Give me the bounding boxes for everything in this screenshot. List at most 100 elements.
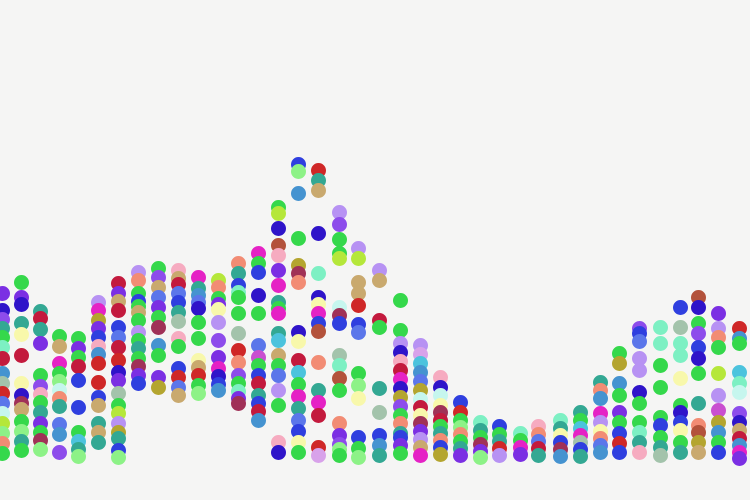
dot bbox=[110, 372, 126, 388]
dot bbox=[331, 357, 347, 373]
dot bbox=[392, 322, 408, 338]
dot bbox=[331, 382, 347, 398]
dot bbox=[170, 313, 186, 329]
dot bbox=[731, 335, 747, 351]
dot bbox=[0, 395, 10, 411]
dot bbox=[0, 329, 10, 345]
dot bbox=[350, 297, 366, 313]
dot bbox=[130, 375, 146, 391]
dot bbox=[371, 272, 387, 288]
dot bbox=[290, 333, 306, 349]
dot bbox=[350, 285, 366, 301]
dot bbox=[13, 401, 29, 417]
dot bbox=[672, 347, 688, 363]
dot bbox=[90, 434, 106, 450]
dot bbox=[230, 289, 246, 305]
dot bbox=[210, 382, 226, 398]
dot bbox=[13, 375, 29, 391]
dot bbox=[110, 339, 126, 355]
dot bbox=[32, 335, 48, 351]
dot bbox=[690, 325, 706, 341]
dot bbox=[310, 265, 326, 281]
dot bbox=[310, 447, 326, 463]
dot bbox=[652, 357, 668, 373]
dot bbox=[611, 375, 627, 391]
dot bbox=[611, 444, 627, 460]
dot bbox=[290, 230, 306, 246]
dot bbox=[110, 352, 126, 368]
dot bbox=[611, 387, 627, 403]
dot bbox=[210, 301, 226, 317]
dot bbox=[51, 338, 67, 354]
dot bbox=[70, 448, 86, 464]
dot bbox=[230, 265, 246, 281]
dot bbox=[731, 450, 747, 466]
dot bbox=[90, 397, 106, 413]
dot bbox=[290, 163, 306, 179]
dot bbox=[731, 384, 747, 400]
dot bbox=[13, 296, 29, 312]
dot bbox=[710, 387, 726, 403]
dot bbox=[331, 231, 347, 247]
dot bbox=[412, 447, 428, 463]
dot bbox=[710, 402, 726, 418]
dot bbox=[130, 312, 146, 328]
dot bbox=[710, 339, 726, 355]
dot bbox=[270, 305, 286, 321]
dot bbox=[0, 311, 10, 327]
dot bbox=[310, 407, 326, 423]
dot bbox=[230, 305, 246, 321]
dot bbox=[690, 444, 706, 460]
dot bbox=[170, 338, 186, 354]
dot bbox=[690, 395, 706, 411]
dot bbox=[371, 380, 387, 396]
dot bbox=[310, 225, 326, 241]
dot bbox=[150, 319, 166, 335]
dot bbox=[371, 447, 387, 463]
dot bbox=[270, 367, 286, 383]
dot bbox=[230, 325, 246, 341]
dot bbox=[710, 444, 726, 460]
dot bbox=[310, 354, 326, 370]
dot bbox=[350, 390, 366, 406]
dot bbox=[512, 446, 528, 462]
dot bbox=[290, 364, 306, 380]
dot bbox=[110, 449, 126, 465]
dot bbox=[672, 299, 688, 315]
dot bbox=[190, 314, 206, 330]
dot bbox=[250, 375, 266, 391]
dot bbox=[652, 447, 668, 463]
dot bbox=[0, 425, 10, 441]
dot bbox=[0, 320, 10, 336]
dot bbox=[331, 415, 347, 431]
dot bbox=[350, 250, 366, 266]
dot bbox=[270, 397, 286, 413]
dot bbox=[710, 305, 726, 321]
dot bbox=[190, 385, 206, 401]
dot bbox=[250, 264, 266, 280]
dot bbox=[672, 444, 688, 460]
dot bbox=[0, 302, 10, 318]
dot bbox=[51, 398, 67, 414]
dot bbox=[230, 395, 246, 411]
dot bbox=[350, 449, 366, 465]
dot bbox=[290, 388, 306, 404]
dot bbox=[350, 324, 366, 340]
dot bbox=[672, 335, 688, 351]
dot bbox=[631, 395, 647, 411]
dot bbox=[290, 185, 306, 201]
dot bbox=[652, 379, 668, 395]
dot bbox=[371, 319, 387, 335]
dot bbox=[51, 444, 67, 460]
dot bbox=[290, 352, 306, 368]
dot bbox=[331, 447, 347, 463]
dot bbox=[331, 250, 347, 266]
dot bbox=[0, 375, 10, 391]
dot bbox=[250, 337, 266, 353]
dot bbox=[392, 292, 408, 308]
dot bbox=[350, 377, 366, 393]
dot bbox=[0, 365, 10, 381]
dot bbox=[371, 404, 387, 420]
dot bbox=[0, 285, 10, 301]
dot bbox=[331, 315, 347, 331]
